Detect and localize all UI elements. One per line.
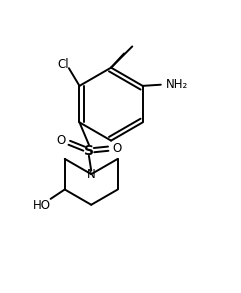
Text: N: N bbox=[87, 168, 96, 181]
Text: O: O bbox=[112, 142, 121, 155]
Text: O: O bbox=[56, 134, 66, 146]
Text: Cl: Cl bbox=[57, 58, 69, 71]
Text: HO: HO bbox=[33, 199, 51, 212]
Text: S: S bbox=[84, 144, 94, 158]
Text: NH₂: NH₂ bbox=[166, 78, 188, 91]
